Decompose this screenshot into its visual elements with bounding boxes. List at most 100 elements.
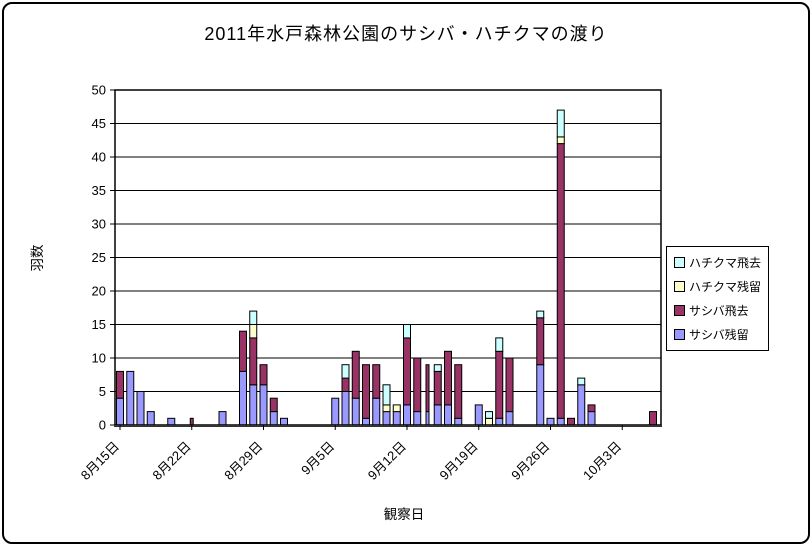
bar-segment-サシバ飛去 xyxy=(116,370,124,399)
legend-item: サシバ飛去 xyxy=(674,302,762,319)
y-tick-label: 35 xyxy=(92,183,106,198)
bar-segment-ハチクマ飛去 xyxy=(556,109,565,138)
bar-segment-サシバ飛去 xyxy=(362,364,370,419)
bar-segment-サシバ飛去 xyxy=(536,317,545,366)
bar-segment-サシバ残留 xyxy=(249,384,258,426)
y-axis-title: 羽数 xyxy=(30,244,45,271)
legend-item: ハチクマ残留 xyxy=(674,278,762,295)
bar-segment-サシバ残留 xyxy=(362,417,370,426)
bar-segment-サシバ残留 xyxy=(444,404,452,426)
bar-segment-サシバ飛去 xyxy=(556,143,565,419)
y-tick-label: 5 xyxy=(99,384,106,399)
legend-item: ハチクマ飛去 xyxy=(674,254,762,271)
bar-segment-サシバ残留 xyxy=(505,411,514,426)
bar-segment-サシバ飛去 xyxy=(372,364,381,399)
x-tick-label: 8月15日 xyxy=(78,439,122,483)
bar-segment-サシバ残留 xyxy=(167,417,176,426)
bar-segment-ハチクマ残留 xyxy=(556,136,565,145)
legend-color-swatch xyxy=(674,281,685,292)
bar-segment-サシバ飛去 xyxy=(495,350,504,419)
y-tick-label: 0 xyxy=(99,418,106,433)
bar-segment-サシバ残留 xyxy=(474,404,483,426)
legend-color-swatch xyxy=(674,257,685,268)
bar-segment-ハチクマ残留 xyxy=(392,404,401,413)
x-tick-label: 8月29日 xyxy=(221,439,265,483)
y-tick-label: 50 xyxy=(92,83,106,98)
bar-segment-サシバ残留 xyxy=(495,417,504,426)
legend: ハチクマ飛去 ハチクマ残留 サシバ飛去サシバ残留 xyxy=(666,246,769,351)
legend-label: サシバ残留 xyxy=(689,328,749,342)
bar-segment-サシバ飛去 xyxy=(249,337,258,386)
bar-segment-サシバ残留 xyxy=(116,397,124,426)
bar-segment-サシバ飛去 xyxy=(269,397,278,413)
bar-segment-サシバ残留 xyxy=(126,370,135,426)
x-tick-label: 9月5日 xyxy=(298,439,337,478)
bar-segment-サシバ残留 xyxy=(577,384,586,426)
bar-segment-ハチクマ飛去 xyxy=(577,377,586,386)
bar-segment-サシバ残留 xyxy=(403,404,411,426)
bar-segment-ハチクマ飛去 xyxy=(341,364,350,379)
bar-segment-サシバ残留 xyxy=(269,411,278,426)
y-tick-label: 25 xyxy=(92,250,106,265)
bar-segment-サシバ残留 xyxy=(146,411,155,426)
bar-segment-サシバ飛去 xyxy=(341,377,350,393)
bar-segment-サシバ残留 xyxy=(454,417,463,426)
bar-segment-サシバ飛去 xyxy=(189,417,194,426)
bar-segment-ハチクマ飛去 xyxy=(433,364,442,372)
bar-segment-ハチクマ飛去 xyxy=(485,411,493,419)
bar-segment-サシバ残留 xyxy=(392,411,401,426)
legend-item: サシバ残留 xyxy=(674,326,762,343)
bar-segment-サシバ残留 xyxy=(341,391,350,426)
bar-segment-サシバ残留 xyxy=(372,397,381,426)
legend-label: ハチクマ飛去 xyxy=(689,256,762,270)
bar-segment-サシバ残留 xyxy=(280,417,288,426)
bar-segment-サシバ飛去 xyxy=(444,350,452,406)
bar-segment-サシバ飛去 xyxy=(351,350,360,399)
bar-segment-サシバ残留 xyxy=(556,417,565,426)
bar-segment-サシバ飛去 xyxy=(649,411,657,426)
bar-segment-サシバ残留 xyxy=(331,397,340,426)
bar-segment-サシバ飛去 xyxy=(413,357,422,413)
bar-segment-サシバ残留 xyxy=(239,370,247,426)
chart-title: 2011年水戸森林公園のサシバ・ハチクマの渡り xyxy=(204,24,608,44)
bar-segment-サシバ残留 xyxy=(546,417,555,426)
x-tick-label: 10月3日 xyxy=(580,439,624,483)
legend-color-swatch xyxy=(674,305,685,316)
bar-segment-サシバ残留 xyxy=(351,397,360,426)
x-tick-label: 8月22日 xyxy=(150,439,194,483)
bar-segment-ハチクマ飛去 xyxy=(536,310,545,319)
bar-segment-サシバ飛去 xyxy=(403,337,411,406)
bar-segment-サシバ飛去 xyxy=(587,404,596,413)
x-tick-label: 9月26日 xyxy=(508,439,552,483)
bar-segment-サシバ残留 xyxy=(259,384,268,426)
y-tick-label: 45 xyxy=(92,116,106,131)
x-axis-title: 観察日 xyxy=(384,506,425,522)
bar-segment-サシバ飛去 xyxy=(454,364,463,419)
bar-segment-サシバ残留 xyxy=(425,411,430,426)
legend-label: サシバ飛去 xyxy=(689,304,749,318)
bar-segment-サシバ残留 xyxy=(433,404,442,426)
bar-segment-サシバ残留 xyxy=(536,364,545,426)
y-tick-label: 30 xyxy=(92,217,106,232)
bar-segment-ハチクマ飛去 xyxy=(249,310,258,326)
bar-segment-サシバ残留 xyxy=(218,411,227,426)
x-tick-label: 9月12日 xyxy=(365,439,409,483)
y-tick-label: 20 xyxy=(92,284,106,299)
bar-segment-サシバ飛去 xyxy=(505,357,514,413)
bar-segment-サシバ残留 xyxy=(413,411,422,426)
bar-segment-サシバ飛去 xyxy=(239,330,247,372)
bar-segment-サシバ残留 xyxy=(136,391,145,426)
bar-segment-サシバ残留 xyxy=(587,411,596,426)
bar-segment-ハチクマ残留 xyxy=(249,324,258,339)
bar-segment-サシバ飛去 xyxy=(425,364,430,413)
legend-label: ハチクマ残留 xyxy=(689,280,762,294)
y-tick-label: 10 xyxy=(92,351,106,366)
bar-segment-ハチクマ残留 xyxy=(485,417,493,426)
x-tick-label: 9月19日 xyxy=(437,439,481,483)
y-tick-label: 40 xyxy=(92,150,106,165)
legend-color-swatch xyxy=(674,329,685,340)
bar-segment-サシバ飛去 xyxy=(567,417,575,426)
